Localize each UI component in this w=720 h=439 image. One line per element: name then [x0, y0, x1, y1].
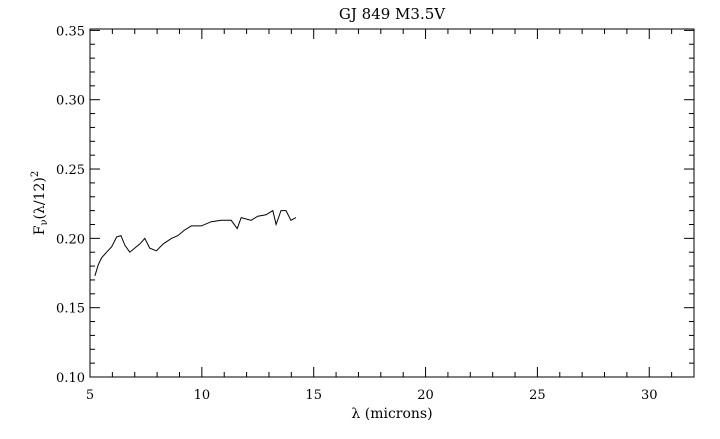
y-tick-label: 0.35 [56, 24, 85, 39]
x-tick-label: 25 [529, 388, 546, 403]
x-tick-label: 15 [305, 388, 322, 403]
x-tick-label: 20 [417, 388, 434, 403]
axis-ticks [89, 29, 695, 378]
plot-frame [89, 28, 695, 378]
y-tick-label: 0.25 [56, 163, 85, 178]
y-tick-label: 0.30 [56, 94, 85, 109]
y-tick-label: 0.15 [56, 302, 85, 317]
y-axis-label: Fν(λ/12)2 [30, 171, 50, 236]
x-tick-label: 10 [194, 388, 211, 403]
x-tick-label: 5 [86, 388, 94, 403]
spectrum-line [94, 209, 297, 276]
tick-labels: 5 10 15 20 25 30 0.10 0.15 0.20 0.25 0.30 0.35 [56, 24, 657, 403]
y-tick-label: 0.10 [56, 371, 85, 386]
x-tick-label: 30 [641, 388, 658, 403]
chart-title: GJ 849 M3.5V [339, 5, 446, 23]
x-axis-label: λ (microns) [351, 406, 432, 422]
y-tick-label: 0.20 [56, 232, 85, 247]
